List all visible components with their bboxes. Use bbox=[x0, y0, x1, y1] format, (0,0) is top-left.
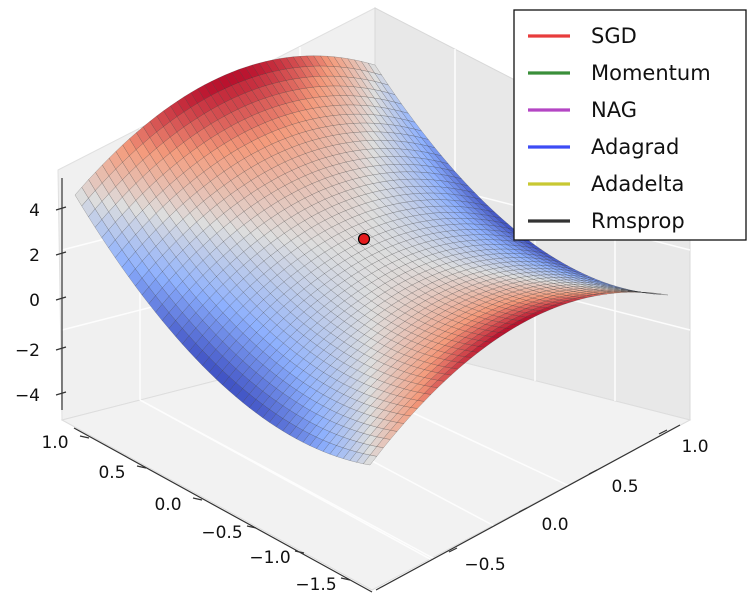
x-tick-label: −0.5 bbox=[464, 555, 505, 575]
legend-label: Momentum bbox=[591, 61, 711, 85]
legend-box bbox=[513, 9, 747, 241]
x-tick-mark bbox=[448, 547, 458, 553]
legend: SGD Momentum NAG Adagrad Adadelta Rmsprop bbox=[513, 9, 747, 241]
y-tick-mark bbox=[294, 550, 305, 554]
z-tick-mark bbox=[55, 346, 67, 351]
y-tick-label: −1.5 bbox=[295, 575, 336, 595]
y-tick-mark bbox=[340, 577, 351, 581]
y-axis: 1.0 0.5 0.0 −0.5 −1.0−1.5 bbox=[41, 427, 373, 595]
x-tick-label: 0.5 bbox=[611, 477, 638, 497]
z-tick-mark bbox=[55, 296, 67, 301]
legend-label: NAG bbox=[591, 98, 637, 122]
x-axis: 1.0 0.5 0.0 −0.5 bbox=[375, 424, 709, 591]
y-tick-label: −0.5 bbox=[201, 523, 242, 543]
start-point-marker bbox=[357, 232, 371, 246]
y-tick-mark bbox=[246, 525, 257, 529]
x-tick-mark bbox=[658, 429, 668, 435]
surface-facet bbox=[654, 293, 669, 296]
start-point-layer bbox=[357, 232, 371, 246]
z-tick-mark bbox=[55, 206, 67, 211]
z-tick-label: −4 bbox=[15, 386, 40, 406]
legend-label: Adagrad bbox=[591, 135, 679, 159]
y-tick-label: −1.0 bbox=[249, 548, 290, 568]
legend-label: Adadelta bbox=[591, 172, 684, 196]
y-tick-mark bbox=[79, 435, 90, 439]
z-tick-mark bbox=[55, 391, 67, 396]
z-tick-label: 2 bbox=[29, 246, 40, 266]
y-tick-mark bbox=[192, 497, 203, 501]
z-tick-mark bbox=[55, 251, 67, 256]
x-tick-label: 0.0 bbox=[541, 515, 568, 535]
x-tick-label: 1.0 bbox=[681, 437, 708, 457]
surface bbox=[74, 55, 669, 466]
x-tick-mark bbox=[518, 507, 528, 513]
legend-label: SGD bbox=[591, 24, 637, 48]
z-tick-label: −2 bbox=[15, 341, 40, 361]
y-tick-label: 0.0 bbox=[154, 495, 181, 515]
legend-label: Rmsprop bbox=[591, 209, 685, 233]
y-tick-mark bbox=[136, 465, 147, 469]
y-tick-label: 1.0 bbox=[41, 433, 68, 453]
x-tick-mark bbox=[588, 469, 598, 475]
z-axis: 4 2 0 −2 −4 bbox=[15, 178, 67, 410]
z-tick-label: 0 bbox=[29, 291, 40, 311]
z-tick-label: 4 bbox=[29, 201, 40, 221]
y-tick-label: 0.5 bbox=[98, 463, 125, 483]
